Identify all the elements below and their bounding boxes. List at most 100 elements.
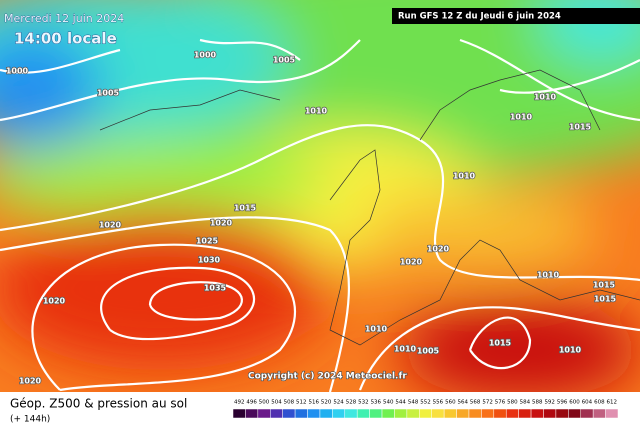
scale-swatch: [456, 408, 470, 419]
scale-swatch: [431, 408, 445, 419]
isobar-label: 1000: [194, 51, 217, 60]
scale-label: 500: [259, 400, 270, 406]
scale-swatch: [381, 408, 395, 419]
scale-label: 568: [470, 400, 481, 406]
scale-label: 576: [495, 400, 506, 406]
scale-label: 588: [532, 400, 543, 406]
scale-label: 584: [520, 400, 531, 406]
scale-label: 504: [271, 400, 282, 406]
copyright: Copyright (c) 2024 Meteociel.fr: [248, 372, 407, 382]
date: Mercredi 12 juin 2024: [4, 12, 124, 25]
scale-swatch: [493, 408, 507, 419]
time: 14:00 locale: [14, 30, 117, 48]
scale-label: 572: [482, 400, 493, 406]
scale-swatch: [332, 408, 346, 419]
isobar-label: 1015: [593, 281, 616, 290]
scale-label: 600: [569, 400, 580, 406]
isobar-label: 1015: [234, 204, 257, 213]
scale-label: 548: [408, 400, 419, 406]
scale-swatch: [555, 408, 569, 419]
scale-swatch: [232, 408, 246, 419]
scale-label: 560: [445, 400, 456, 406]
scale-swatch: [543, 408, 557, 419]
footer-subtitle: (+ 144h): [10, 415, 50, 425]
scale-swatch: [319, 408, 333, 419]
isobar-label: 1020: [99, 221, 122, 230]
scale-label: 564: [458, 400, 469, 406]
scale-swatch: [468, 408, 482, 419]
footer-title: Géop. Z500 & pression au sol: [10, 397, 187, 411]
scale-label: 612: [607, 400, 618, 406]
scale-label: 524: [333, 400, 344, 406]
isobar-label: 1005: [273, 56, 296, 65]
isobar-label: 1010: [559, 346, 582, 355]
scale-swatch: [245, 408, 259, 419]
isobar-label: 1010: [537, 271, 560, 280]
scale-label: 516: [308, 400, 319, 406]
scale-label: 528: [346, 400, 357, 406]
isobars: [0, 38, 640, 393]
isobar-label: 1020: [19, 377, 42, 386]
isobar-label: 1025: [196, 237, 219, 246]
isobar-label: 1020: [427, 245, 450, 254]
scale-swatch: [257, 408, 271, 419]
scale-label: 544: [395, 400, 406, 406]
isobar-label: 1000: [6, 67, 29, 76]
isobar-label: 1015: [489, 339, 512, 348]
isobar-labels: 1000100510001005101010101010101510101015…: [5, 50, 617, 387]
scale-swatch: [481, 408, 495, 419]
isobar-label: 1020: [400, 258, 423, 267]
color-scale: 492 496 500 504 508 512 516 520 524 528 532 536 540 5…: [232, 400, 619, 419]
isobar-label: 1015: [569, 123, 592, 132]
scale-label: 492: [234, 400, 245, 406]
isobar-label: 1020: [43, 297, 66, 306]
scale-label: 508: [284, 400, 295, 406]
isobar-label: 1005: [417, 347, 440, 356]
scale-swatch: [369, 408, 383, 419]
run-box: [392, 8, 640, 24]
scale-swatch: [580, 408, 594, 419]
scale-swatch: [307, 408, 321, 419]
scale-label: 532: [358, 400, 369, 406]
scale-label: 556: [433, 400, 444, 406]
scale-swatch: [394, 408, 408, 419]
scale-label: 520: [321, 400, 332, 406]
isobar-label: 1010: [534, 93, 557, 102]
scale-swatch: [294, 408, 308, 419]
scale-label: 536: [371, 400, 382, 406]
scale-swatch: [605, 408, 619, 419]
scale-label: 512: [296, 400, 307, 406]
scale-swatch: [356, 408, 370, 419]
isobar-label: 1015: [594, 295, 617, 304]
scale-label: 552: [420, 400, 431, 406]
scale-swatch: [270, 408, 283, 419]
run: Run GFS 12 Z du Jeudi 6 juin 2024: [398, 12, 561, 22]
isobar-label: 1020: [210, 219, 233, 228]
scale-label: 592: [544, 400, 555, 406]
isobar-label: 1010: [453, 172, 476, 181]
isobar-label: 1005: [97, 89, 120, 98]
scale-swatch: [419, 408, 432, 419]
scale-label: 608: [594, 400, 605, 406]
isobar-label: 1010: [510, 113, 533, 122]
isobar-label: 1010: [305, 107, 328, 116]
scale-swatch: [592, 408, 606, 419]
scale-label: 580: [507, 400, 518, 406]
isobar-label: 1010: [394, 345, 417, 354]
coastlines: [99, 69, 640, 346]
isobar-label: 1010: [365, 325, 388, 334]
scale-label: 604: [582, 400, 593, 406]
field: [0, 0, 640, 400]
isobar-label: 1035: [204, 284, 227, 293]
scale-label: 540: [383, 400, 394, 406]
scale-swatch: [406, 408, 420, 419]
scale-label: 596: [557, 400, 568, 406]
scale-swatch: [344, 408, 358, 419]
scale-swatch: [443, 408, 457, 419]
scale-swatch: [282, 408, 296, 419]
scale-label: 496: [246, 400, 257, 406]
scale-swatch: [530, 408, 544, 419]
scale-swatch: [568, 408, 581, 419]
